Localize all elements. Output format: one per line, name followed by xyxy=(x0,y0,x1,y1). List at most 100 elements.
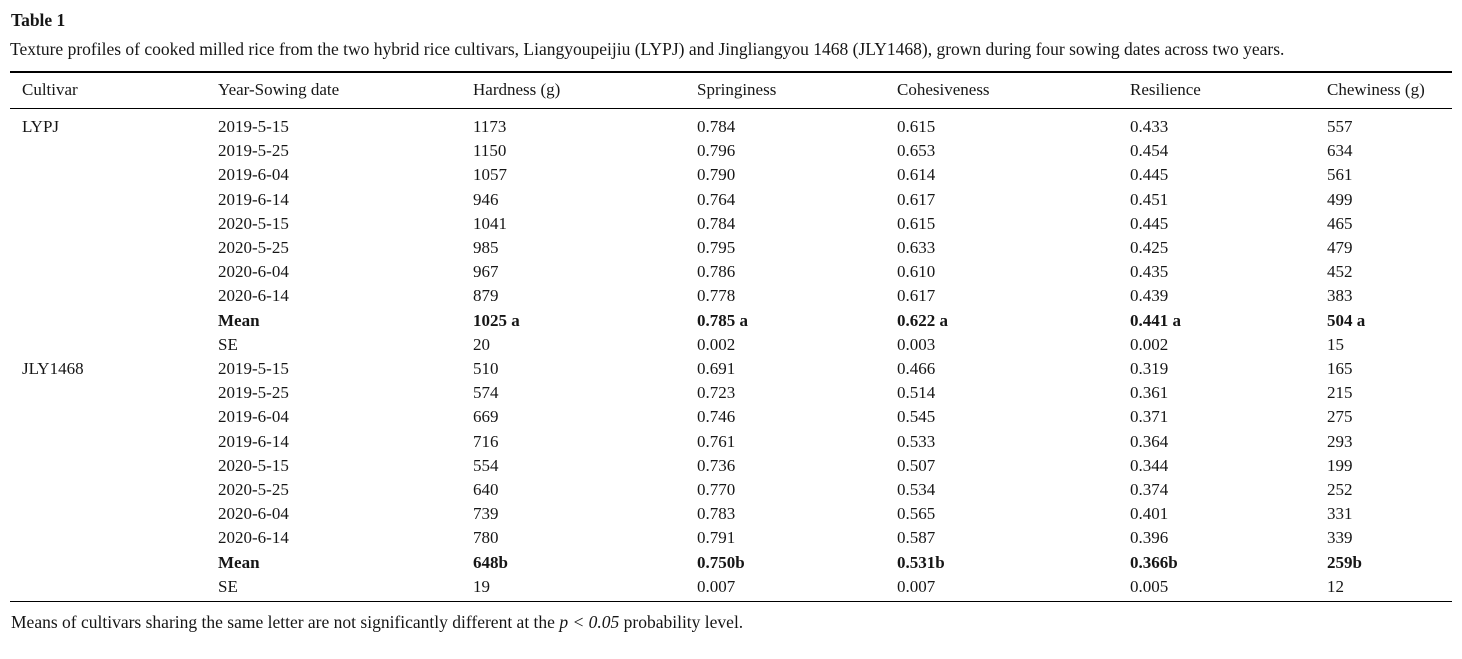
table-cell: 0.005 xyxy=(1130,576,1169,596)
table-cell: 0.736 xyxy=(697,455,736,475)
table-header: Cultivar Year-Sowing date Hardness (g) Spri… xyxy=(10,71,1452,109)
table-row: Mean 648b 0.750b 0.531b 0.366b 259b xyxy=(10,551,1452,575)
header-row: Cultivar Year-Sowing date Hardness (g) Spri… xyxy=(10,71,1452,109)
paper-page: Table 1 Texture profiles of cooked mille… xyxy=(10,10,1452,634)
table-cell xyxy=(10,478,206,502)
table-cell: 252 xyxy=(1327,480,1353,500)
table-cell xyxy=(10,163,206,187)
table-cell: 648b xyxy=(473,552,508,572)
table-row: 2020-5-25 985 0.795 0.633 0.425 479 xyxy=(10,236,1452,260)
table-cell: 554 xyxy=(473,455,499,475)
table-cell: 0.445 xyxy=(1130,213,1169,233)
table-cell: 215 xyxy=(1327,383,1353,403)
table-cell: 0.441 a xyxy=(1130,310,1181,330)
table-cell xyxy=(10,551,206,575)
table-row: LYPJ 2019-5-15 1173 0.784 0.615 0.433 557 xyxy=(10,109,1452,140)
table-footnote: Means of cultivars sharing the same lett… xyxy=(11,610,1452,634)
table-cell: 0.617 xyxy=(897,189,936,209)
table-cell: 2019-5-15 xyxy=(218,117,289,136)
table-cell: 259b xyxy=(1327,552,1362,572)
table-caption: Texture profiles of cooked milled rice f… xyxy=(10,39,1285,59)
table-cell: 0.770 xyxy=(697,480,736,500)
table-cell xyxy=(10,405,206,429)
table-cell: 634 xyxy=(1327,141,1353,161)
table-cell: 0.796 xyxy=(697,141,736,161)
table-cell: 574 xyxy=(473,383,499,403)
table-cell: 0.750b xyxy=(697,552,745,572)
table-cell: 0.615 xyxy=(897,213,936,233)
table-cell: 1041 xyxy=(473,213,507,233)
table-cell: 0.003 xyxy=(897,334,936,354)
table-cell: 0.587 xyxy=(897,528,936,548)
table-cell: 640 xyxy=(473,480,499,500)
table-cell: 0.790 xyxy=(697,165,736,185)
table-cell: 383 xyxy=(1327,286,1353,306)
table-row: JLY1468 2019-5-15 510 0.691 0.466 0.319 165 xyxy=(10,357,1452,381)
table-cell: 452 xyxy=(1327,262,1353,282)
table-cell: 1057 xyxy=(473,165,507,185)
table-cell xyxy=(10,454,206,478)
column-header: Cultivar xyxy=(10,71,206,109)
table-row: 2020-5-15 1041 0.784 0.615 0.445 465 xyxy=(10,212,1452,236)
table-cell: 0.435 xyxy=(1130,262,1169,282)
table-row: 2020-6-04 739 0.783 0.565 0.401 331 xyxy=(10,502,1452,526)
table-cell: 2019-5-25 xyxy=(218,141,289,161)
table-cell: 0.723 xyxy=(697,383,736,403)
table-cell: Mean xyxy=(218,310,260,330)
table-row: 2019-5-25 574 0.723 0.514 0.361 215 xyxy=(10,381,1452,405)
table-cell: 2020-5-15 xyxy=(218,213,289,233)
table-cell: 557 xyxy=(1327,117,1353,136)
table-cell xyxy=(10,212,206,236)
table-cell: 669 xyxy=(473,407,499,427)
table-cell: LYPJ xyxy=(22,117,60,136)
table-cell: 0.401 xyxy=(1130,504,1169,524)
table-cell: 1173 xyxy=(473,117,507,136)
table-cell: 879 xyxy=(473,286,499,306)
column-header: Hardness (g) xyxy=(461,71,685,109)
table-cell: 0.364 xyxy=(1130,431,1169,451)
table-cell: 504 a xyxy=(1327,310,1366,330)
table-cell: 0.746 xyxy=(697,407,736,427)
table-cell: 19 xyxy=(473,576,490,596)
table-cell: 0.451 xyxy=(1130,189,1169,209)
table-row: 2020-5-25 640 0.770 0.534 0.374 252 xyxy=(10,478,1452,502)
table-cell: 0.507 xyxy=(897,455,936,475)
table-cell: 510 xyxy=(473,359,499,379)
table-cell: 479 xyxy=(1327,238,1353,258)
table-cell xyxy=(10,139,206,163)
table-cell: 499 xyxy=(1327,189,1353,209)
table-cell: 15 xyxy=(1327,334,1344,354)
table-cell: 716 xyxy=(473,431,499,451)
table-title: Table 1 xyxy=(11,10,66,30)
table-cell: 0.761 xyxy=(697,431,736,451)
table-cell: 0.784 xyxy=(697,213,736,233)
texture-profiles-table: Cultivar Year-Sowing date Hardness (g) Spri… xyxy=(10,70,1452,603)
footnote-text-suffix: probability level. xyxy=(619,612,744,633)
table-cell: 0.633 xyxy=(897,238,936,258)
table-cell: 0.007 xyxy=(697,576,736,596)
table-cell: 946 xyxy=(473,189,499,209)
table-cell: 0.374 xyxy=(1130,480,1169,500)
table-cell: 0.653 xyxy=(897,141,936,161)
table-cell xyxy=(10,188,206,212)
table-cell: 199 xyxy=(1327,455,1353,475)
column-header: Resilience xyxy=(1118,71,1315,109)
table-cell xyxy=(10,236,206,260)
table-cell: 561 xyxy=(1327,165,1353,185)
table-row: SE 20 0.002 0.003 0.002 15 xyxy=(10,333,1452,357)
table-cell: 0.319 xyxy=(1130,359,1169,379)
table-cell: 2019-6-04 xyxy=(218,407,289,427)
table-cell: 0.791 xyxy=(697,528,736,548)
table-row: 2020-6-14 780 0.791 0.587 0.396 339 xyxy=(10,526,1452,550)
table-cell: SE xyxy=(218,576,238,596)
column-header: Cohesiveness xyxy=(885,71,1118,109)
table-cell: JLY1468 xyxy=(22,359,84,379)
table-cell: 0.615 xyxy=(897,117,936,136)
table-cell: 0.002 xyxy=(697,334,736,354)
column-header: Year-Sowing date xyxy=(206,71,461,109)
table-cell: 2019-5-15 xyxy=(218,359,289,379)
table-cell: 2019-5-25 xyxy=(218,383,289,403)
table-cell xyxy=(10,502,206,526)
table-cell: 780 xyxy=(473,528,499,548)
table-cell: 0.466 xyxy=(897,359,936,379)
